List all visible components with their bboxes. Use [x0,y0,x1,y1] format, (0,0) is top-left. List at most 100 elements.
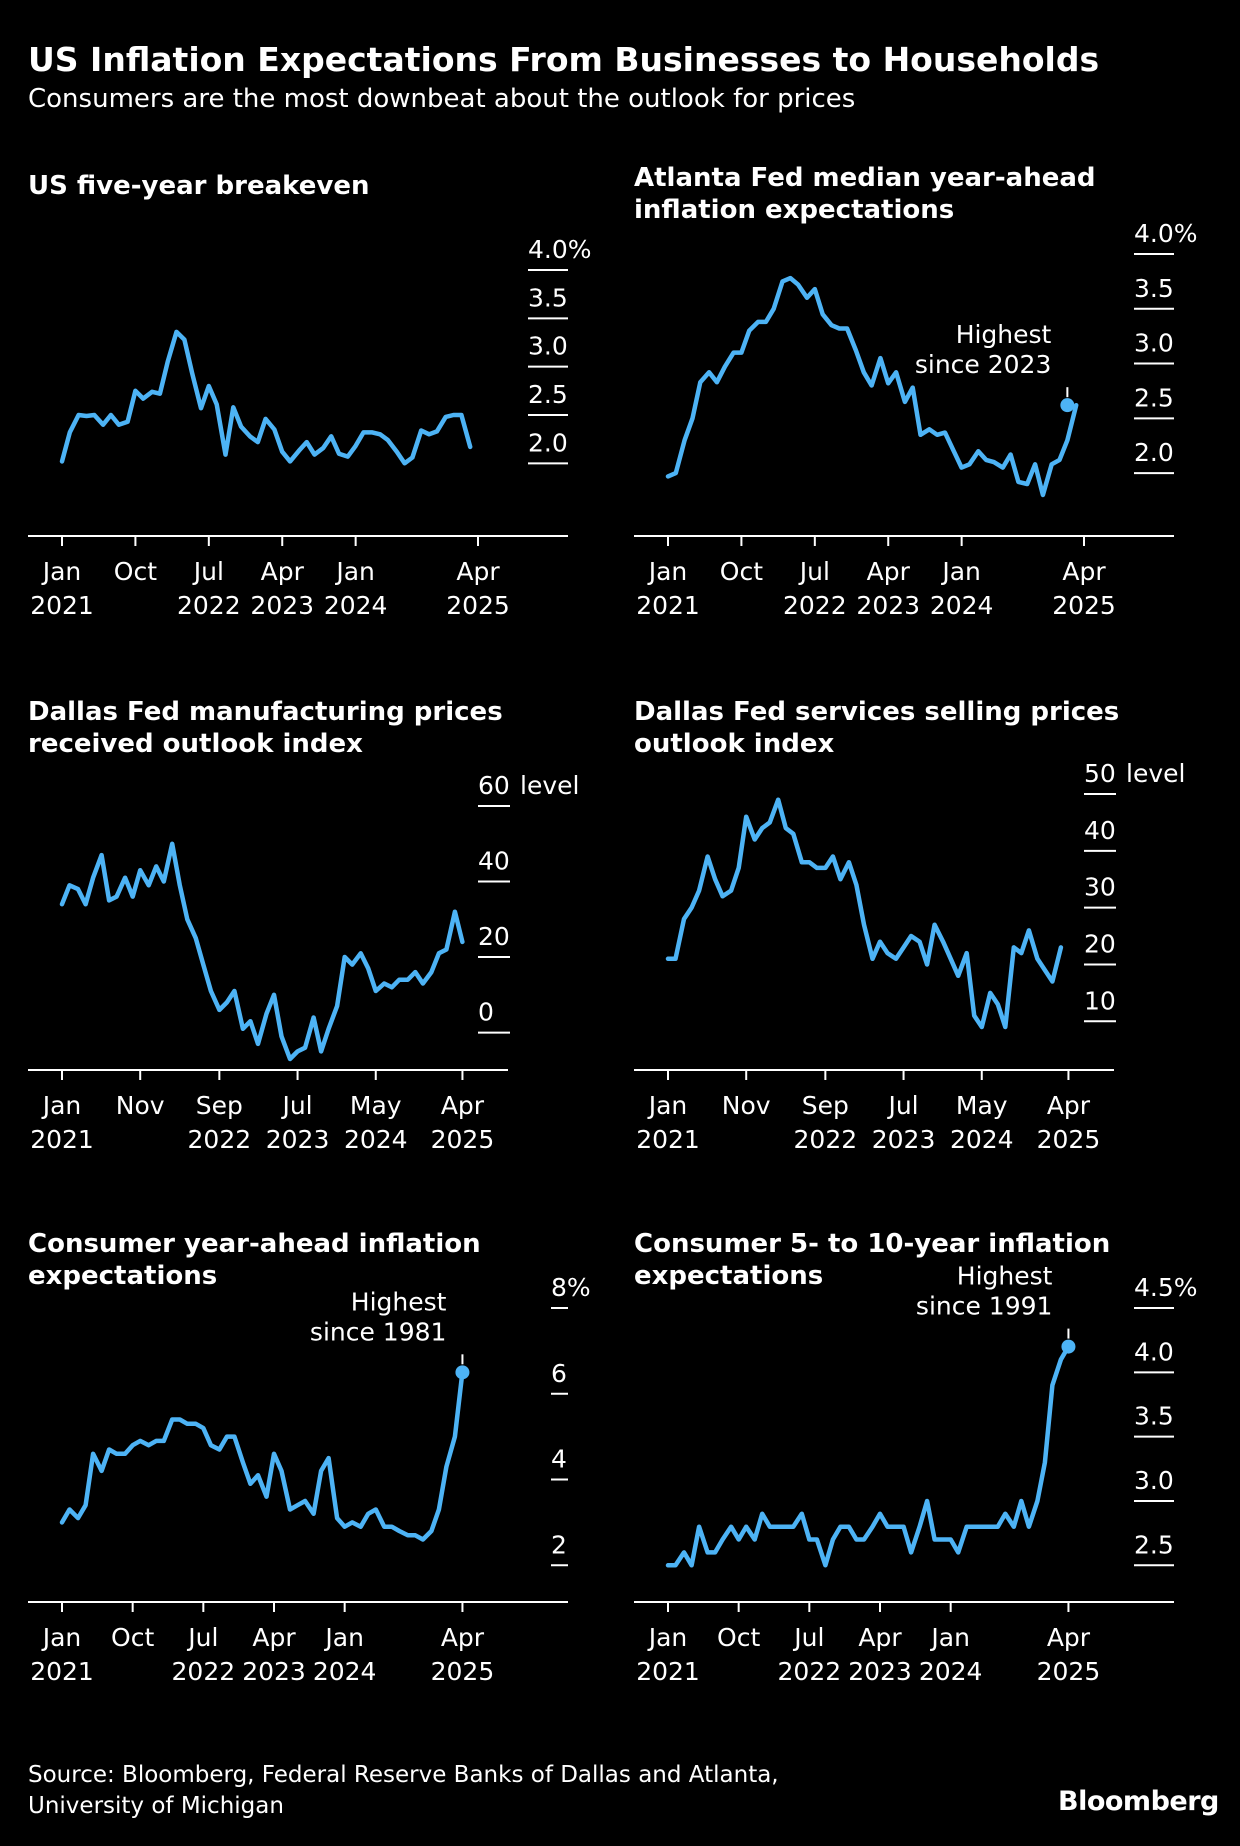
x-tick-year-label: 2022 [172,1657,236,1686]
y-tick-label: 4.5% [1134,1273,1198,1302]
x-tick-label: Jan [940,557,981,586]
x-tick-label: Jul [192,557,224,586]
annotation-line-2: since 2023 [915,350,1052,379]
x-tick-year-label: 2024 [950,1125,1014,1154]
chart-title: Atlanta Fed median year-ahead inflation … [634,163,1096,225]
y-tick-label: 4.0% [1134,219,1198,248]
x-tick-year-label: 2023 [848,1657,912,1686]
highlight-point [1060,398,1075,413]
x-tick-year-label: 2021 [30,1125,94,1154]
x-tick-label: May [350,1091,402,1120]
chart-title: Dallas Fed manufacturing prices received… [28,697,503,759]
chart-title: Consumer 5- to 10-year inflation expecta… [634,1229,1111,1291]
x-tick-year-label: 2023 [872,1125,936,1154]
series-line [665,275,1079,498]
x-tick-label: Jul [792,1623,824,1652]
x-tick-label: Apr [867,557,911,586]
x-tick-label: Apr [261,557,305,586]
annotation-line-1: Highest [956,320,1052,349]
x-tick-label: Oct [111,1623,154,1652]
x-tick-year-label: 2021 [636,1125,700,1154]
y-tick-label: 8% [551,1273,591,1302]
y-tick-label: 4.0 [1134,1337,1174,1366]
chart-svg: 8% 6 4 2 Jan 2021 Oct Jul 2022 Apr 2023 Jan 2024 Apr 2… [28,1273,591,1686]
x-tick-year-label: 2025 [446,591,510,620]
page-title: US Inflation Expectations From Businesse… [28,40,1100,79]
y-tick-label: 3.5 [1134,274,1174,303]
x-tick-label: Sep [802,1091,849,1120]
x-tick-label: May [956,1091,1008,1120]
x-tick-year-label: 2023 [856,591,920,620]
y-tick-label: 20 [478,922,510,951]
x-tick-label: Apr [441,1623,485,1652]
x-tick-label: Jul [798,557,830,586]
x-tick-label: Jan [647,1091,688,1120]
x-tick-year-label: 2021 [636,591,700,620]
x-tick-year-label: 2024 [324,591,388,620]
bloomberg-logo: Bloomberg [1058,1786,1219,1817]
y-tick-label: 4.0% [528,235,592,264]
y-tick-label: 6 [551,1359,567,1388]
highlight-point [1061,1339,1076,1354]
x-tick-label: Jan [41,557,82,586]
chart-svg: 4.5% 4.0 3.5 3.0 2.5 Jan 2021 Oct Jul 2022 Apr 2023… [634,1262,1198,1686]
x-tick-label: Jan [647,557,688,586]
y-tick-label: 4 [551,1445,567,1474]
y-tick-label: 2 [551,1530,567,1559]
y-tick-label: 40 [478,847,510,876]
x-tick-year-label: 2024 [313,1657,377,1686]
page-subtitle: Consumers are the most downbeat about th… [28,84,856,114]
y-tick-label: 3.5 [1134,1402,1174,1431]
x-tick-year-label: 2022 [188,1125,252,1154]
series-line [59,329,473,466]
y-tick-label: 50 [1084,759,1116,788]
y-tick-label: 2.5 [1134,383,1174,412]
x-tick-year-label: 2024 [344,1125,408,1154]
y-tick-label: 2.0 [528,428,568,457]
x-tick-year-label: 2021 [30,591,94,620]
annotation-line-2: since 1981 [310,1317,447,1346]
chart-panel-consumer-year-ahead: Consumer year-ahead inflation expectatio… [28,1228,628,1758]
x-tick-year-label: 2023 [242,1657,306,1686]
source-note: Source: Bloomberg, Federal Reserve Banks… [28,1760,779,1822]
y-tick-label: 40 [1084,816,1116,845]
x-tick-label: Apr [1047,1091,1091,1120]
chart-panel-breakeven: US five-year breakeven 4.0% 3.5 3.0 2.5 2.0 J… [28,170,628,700]
x-tick-year-label: 2025 [431,1125,495,1154]
x-tick-label: Jan [323,1623,364,1652]
x-tick-label: Jul [886,1091,918,1120]
x-tick-label: Apr [441,1091,485,1120]
series-line [59,841,465,1062]
x-tick-label: Jan [41,1091,82,1120]
chart-title: Consumer year-ahead inflation expectatio… [28,1229,481,1291]
x-tick-year-label: 2025 [1052,591,1116,620]
x-tick-year-label: 2025 [1037,1657,1101,1686]
x-tick-label: Oct [720,557,763,586]
x-tick-year-label: 2024 [930,591,994,620]
x-tick-year-label: 2022 [177,591,241,620]
y-tick-label: 20 [1084,929,1116,958]
x-tick-label: Sep [196,1091,243,1120]
y-tick-label: 3.0 [528,332,568,361]
x-tick-year-label: 2025 [1037,1125,1101,1154]
y-tick-label: 60 [478,771,510,800]
chart-svg: 4.0% 3.5 3.0 2.5 2.0 Jan 2021 Oct Jul 2022 Apr 2023… [28,235,592,620]
x-tick-year-label: 2022 [778,1657,842,1686]
y-tick-label: 0 [478,998,494,1027]
series-line [665,797,1064,1030]
x-tick-label: Jul [280,1091,312,1120]
chart-panel-dallas-services: Dallas Fed services selling prices outlo… [634,696,1234,1226]
y-tick-label: 3.0 [1134,1466,1174,1495]
y-tick-label: 2.5 [1134,1530,1174,1559]
x-tick-label: Apr [858,1623,902,1652]
x-tick-label: Nov [116,1091,165,1120]
annotation-line-1: Highest [957,1262,1053,1291]
x-tick-label: Oct [717,1623,760,1652]
chart-panel-consumer-5-10-year: Consumer 5- to 10-year inflation expecta… [634,1228,1234,1758]
annotation-line-1: Highest [351,1287,447,1316]
x-tick-label: Apr [1062,557,1106,586]
source-line-2: University of Michigan [28,1793,284,1819]
x-tick-year-label: 2024 [919,1657,983,1686]
y-tick-label: 10 [1084,986,1116,1015]
chart-svg: 50 level 40 30 20 10 Jan 2021 Nov Sep 2022 Jul 2023 M… [634,759,1185,1154]
